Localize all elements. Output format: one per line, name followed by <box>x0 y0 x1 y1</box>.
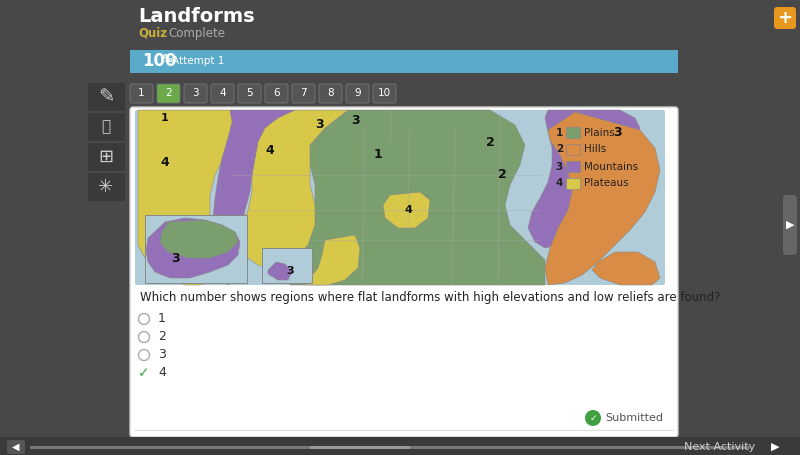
Text: 1: 1 <box>138 89 145 98</box>
Text: 1: 1 <box>374 148 382 162</box>
Polygon shape <box>242 110 348 268</box>
FancyBboxPatch shape <box>783 195 797 255</box>
Text: ⊞: ⊞ <box>98 148 114 166</box>
Text: 9: 9 <box>354 89 361 98</box>
Bar <box>310 446 410 449</box>
FancyBboxPatch shape <box>157 84 180 103</box>
Bar <box>0 437 800 455</box>
Bar <box>88 113 125 141</box>
FancyBboxPatch shape <box>211 84 234 103</box>
Circle shape <box>585 410 601 426</box>
Text: 2: 2 <box>486 136 494 150</box>
Text: +: + <box>778 9 793 27</box>
Polygon shape <box>545 112 660 285</box>
FancyBboxPatch shape <box>319 84 342 103</box>
Bar <box>88 143 125 171</box>
Polygon shape <box>268 262 292 280</box>
FancyBboxPatch shape <box>7 440 25 454</box>
Text: Attempt 1: Attempt 1 <box>172 56 224 66</box>
FancyBboxPatch shape <box>130 84 153 103</box>
Text: ▶: ▶ <box>786 220 794 230</box>
Text: Plateaus: Plateaus <box>584 178 629 188</box>
Text: Next Activity: Next Activity <box>684 442 756 452</box>
Text: Complete: Complete <box>168 26 225 40</box>
Bar <box>145 215 247 283</box>
Bar <box>30 446 750 449</box>
Bar <box>130 50 678 73</box>
Bar <box>566 127 580 138</box>
Text: 2: 2 <box>556 145 563 155</box>
Text: Landforms: Landforms <box>138 6 254 25</box>
Text: ◀: ◀ <box>12 442 20 452</box>
Text: 4: 4 <box>404 205 412 215</box>
Text: 1: 1 <box>161 113 169 123</box>
FancyBboxPatch shape <box>292 84 315 103</box>
Text: Which number shows regions where flat landforms with high elevations and low rel: Which number shows regions where flat la… <box>140 292 720 304</box>
Bar <box>566 161 580 172</box>
FancyBboxPatch shape <box>135 110 665 285</box>
Polygon shape <box>298 235 360 285</box>
Text: 3: 3 <box>352 113 360 126</box>
Polygon shape <box>383 192 430 228</box>
Bar <box>566 178 580 189</box>
Text: Quiz: Quiz <box>138 26 167 40</box>
Text: ✎: ✎ <box>98 87 114 106</box>
Text: 10: 10 <box>378 89 391 98</box>
Text: 2: 2 <box>158 330 166 344</box>
Text: 3: 3 <box>316 118 324 131</box>
Bar <box>88 83 125 111</box>
Text: 2: 2 <box>498 168 506 182</box>
Text: 3: 3 <box>170 252 179 264</box>
FancyBboxPatch shape <box>346 84 369 103</box>
Text: 5: 5 <box>246 89 253 98</box>
Polygon shape <box>138 110 235 285</box>
Polygon shape <box>290 110 545 285</box>
Text: 3: 3 <box>158 349 166 362</box>
Text: 🎧: 🎧 <box>102 120 110 135</box>
Text: Submitted: Submitted <box>605 413 663 423</box>
Text: 2: 2 <box>165 89 172 98</box>
Text: Mountains: Mountains <box>584 162 638 172</box>
Bar <box>0 0 125 455</box>
FancyBboxPatch shape <box>265 84 288 103</box>
Text: 100: 100 <box>142 52 177 71</box>
Text: ✓: ✓ <box>138 366 150 380</box>
Text: 4: 4 <box>219 89 226 98</box>
Text: 7: 7 <box>300 89 307 98</box>
Text: ✳: ✳ <box>98 178 114 196</box>
Text: Hills: Hills <box>584 145 606 155</box>
Polygon shape <box>528 110 615 248</box>
FancyBboxPatch shape <box>184 84 207 103</box>
Polygon shape <box>146 218 240 278</box>
Text: 4: 4 <box>161 156 170 168</box>
Text: Plains: Plains <box>584 127 614 137</box>
Text: ▶: ▶ <box>770 442 779 452</box>
Text: 4: 4 <box>556 178 563 188</box>
Polygon shape <box>575 110 640 145</box>
FancyBboxPatch shape <box>238 84 261 103</box>
Bar <box>88 173 125 201</box>
FancyBboxPatch shape <box>774 7 796 29</box>
Text: 1: 1 <box>158 313 166 325</box>
Bar <box>262 248 312 283</box>
Text: 3: 3 <box>192 89 199 98</box>
Text: 8: 8 <box>327 89 334 98</box>
Text: %: % <box>163 54 173 64</box>
FancyBboxPatch shape <box>373 84 396 103</box>
Text: 3: 3 <box>556 162 563 172</box>
Text: 1: 1 <box>556 127 563 137</box>
Polygon shape <box>213 110 295 285</box>
Text: 4: 4 <box>266 143 274 157</box>
Text: 6: 6 <box>273 89 280 98</box>
Polygon shape <box>160 220 238 258</box>
Bar <box>566 144 580 155</box>
FancyBboxPatch shape <box>130 107 678 437</box>
Text: 4: 4 <box>158 366 166 379</box>
Text: 3: 3 <box>614 126 622 140</box>
Polygon shape <box>592 252 660 285</box>
Text: 3: 3 <box>286 266 294 276</box>
Text: ✓: ✓ <box>590 414 597 423</box>
